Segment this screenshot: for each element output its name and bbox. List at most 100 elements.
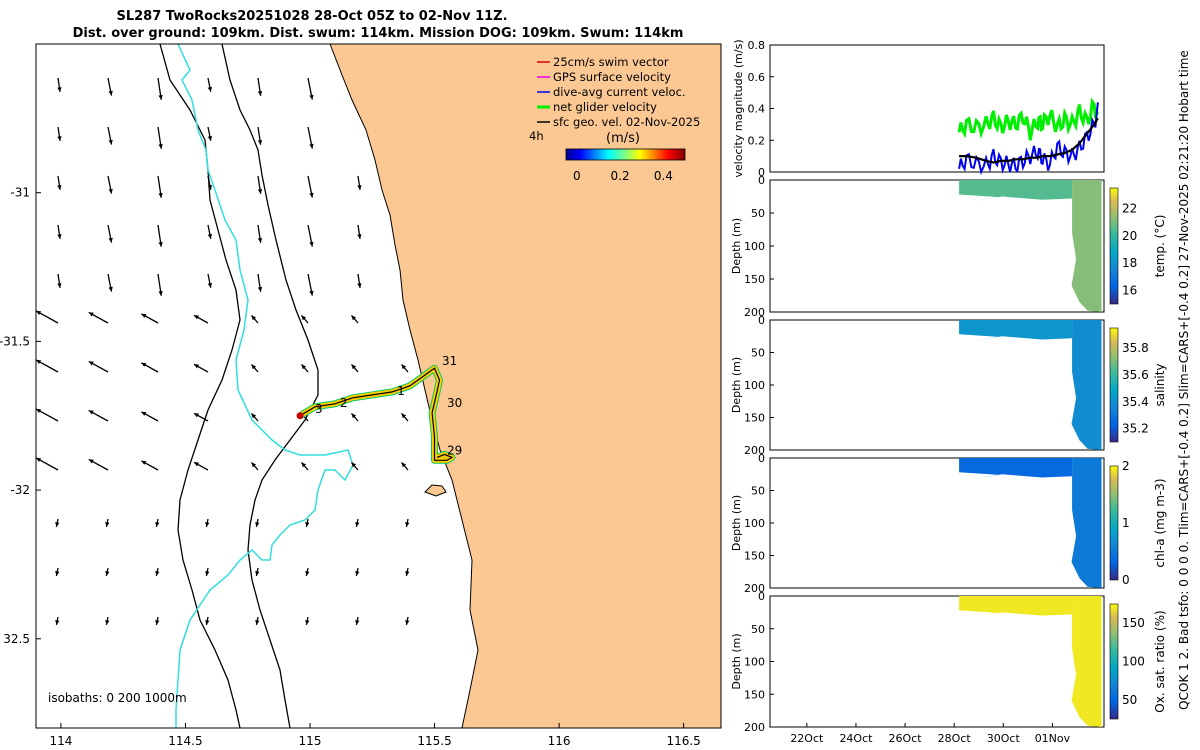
map-x-tick-label: 116.5 (666, 734, 700, 748)
current-arrow-head (158, 241, 163, 247)
current-arrow-head (355, 571, 360, 576)
current-arrow-head (257, 140, 263, 145)
depth-ylabel: Depth (m) (730, 633, 743, 689)
current-arrow-head (158, 192, 163, 198)
current-arrow-head (108, 286, 113, 292)
time-x-tick-label: 26Oct (889, 732, 923, 745)
current-arrow-head (57, 283, 62, 288)
profile-colorbar (1109, 187, 1119, 305)
map-x-tick-label: 115.5 (417, 734, 451, 748)
map-x-tick-label: 114.5 (168, 734, 202, 748)
depth-tick-label: 0 (758, 174, 765, 187)
current-arrow-head (357, 185, 362, 190)
time-x-tick-label: 24Oct (839, 732, 873, 745)
current-arrow-head (351, 315, 357, 321)
current-arrow-head (257, 91, 263, 96)
svg-text:sfc geo. vel. 02-Nov-2025: sfc geo. vel. 02-Nov-2025 (553, 115, 700, 129)
track-end-marker (296, 412, 304, 420)
current-arrow-head (55, 620, 60, 625)
colorbar-tick-label: 0 (1122, 573, 1130, 587)
svg-text:GPS surface velocity: GPS surface velocity (553, 70, 671, 84)
current-arrow-head (55, 522, 60, 527)
current-arrow-head (255, 571, 260, 576)
current-arrow-head (57, 185, 62, 190)
current-arrow-head (158, 143, 163, 149)
current-arrow-head (401, 364, 407, 370)
current-arrow-head (301, 315, 307, 321)
map-y-tick-label: 32.5 (3, 632, 30, 646)
current-arrow-head (255, 522, 260, 527)
current-arrow-head (193, 364, 199, 369)
depth-tick-label: 100 (744, 240, 765, 253)
colorbar-tick-label: 2 (1122, 459, 1130, 473)
current-arrow-head (309, 94, 314, 100)
depth-tick-label: 100 (744, 379, 765, 392)
current-arrow-head (301, 462, 307, 468)
legend-item-sfc-geo: sfc geo. vel. 02-Nov-2025 (537, 115, 700, 129)
current-arrow-head (141, 460, 147, 465)
current-arrow-head (251, 364, 257, 370)
velocity-y-tick-label: 0.2 (748, 134, 766, 147)
current-arrow-head (155, 571, 160, 576)
profile-panel-2 (769, 319, 1105, 451)
current-arrow-head (309, 192, 314, 198)
current-arrow-head (207, 184, 212, 190)
profile-deep-region (1071, 180, 1102, 312)
current-arrow-head (207, 86, 212, 92)
current-arrow-head (251, 413, 257, 419)
depth-ylabel: Depth (m) (730, 218, 743, 274)
colorbar-label: temp. (°C) (1153, 215, 1167, 278)
map-x-tick-label: 116 (548, 734, 571, 748)
title-line2: Dist. over ground: 109km. Dist. swum: 11… (73, 26, 684, 41)
current-arrow-head (108, 90, 113, 96)
current-arrow-head (36, 359, 42, 365)
depth-ylabel: Depth (m) (730, 495, 743, 551)
current-arrow-head (108, 139, 113, 145)
map-colorbar-tick: 0.4 (654, 169, 673, 183)
profile-colorbar (1109, 603, 1119, 720)
svg-text:net glider velocity: net glider velocity (553, 100, 657, 114)
day-label: 29 (447, 443, 462, 457)
depth-tick-label: 50 (751, 207, 765, 220)
current-arrow-head (309, 290, 314, 296)
current-arrow-head (355, 620, 360, 625)
current-arrow-head (57, 87, 62, 92)
time-x-tick-label: 30Oct (987, 732, 1021, 745)
colorbar-tick-label: 20 (1122, 229, 1137, 243)
current-arrow-head (105, 522, 110, 527)
current-arrow-head (309, 143, 314, 149)
current-arrow-head (105, 571, 110, 576)
current-arrow-head (401, 413, 407, 419)
current-arrow-head (351, 413, 357, 419)
map-x-tick-label: 114 (49, 734, 72, 748)
velocity-y-tick-label: 0.8 (748, 39, 766, 52)
current-arrow-head (301, 364, 307, 370)
legend-item-dive-avg: dive-avg current veloc. (537, 85, 686, 99)
map-x-tick-label: 115 (299, 734, 322, 748)
current-arrow-head (36, 457, 42, 463)
current-arrow-head (108, 188, 113, 194)
svg-text:dive-avg current veloc.: dive-avg current veloc. (553, 85, 686, 99)
current-arrow-head (405, 620, 410, 625)
map-y-tick-label: -31.5 (0, 334, 30, 348)
current-arrow-head (251, 315, 257, 321)
velocity-panel (769, 44, 1105, 173)
current-arrow-head (88, 361, 94, 366)
colorbar-tick-label: 16 (1122, 283, 1137, 297)
current-arrow-head (401, 462, 407, 468)
velocity-y-tick-label: 0 (758, 166, 765, 179)
current-arrow-head (205, 522, 210, 527)
velocity-y-tick-label: 0.6 (748, 71, 766, 84)
colorbar-tick-label: 35.8 (1122, 341, 1149, 355)
colorbar-label: chl-a (mg m-3) (1153, 478, 1167, 567)
depth-tick-label: 50 (751, 347, 765, 360)
current-arrow-head (251, 462, 257, 468)
colorbar-unit: (m/s) (606, 131, 640, 146)
profile-shallow-region (959, 458, 1073, 479)
current-arrow-head (55, 571, 60, 576)
current-arrow-head (193, 462, 199, 467)
current-arrow-head (88, 312, 94, 317)
current-arrow-head (255, 620, 260, 625)
land-area (330, 44, 721, 728)
map-colorbar (565, 148, 686, 161)
